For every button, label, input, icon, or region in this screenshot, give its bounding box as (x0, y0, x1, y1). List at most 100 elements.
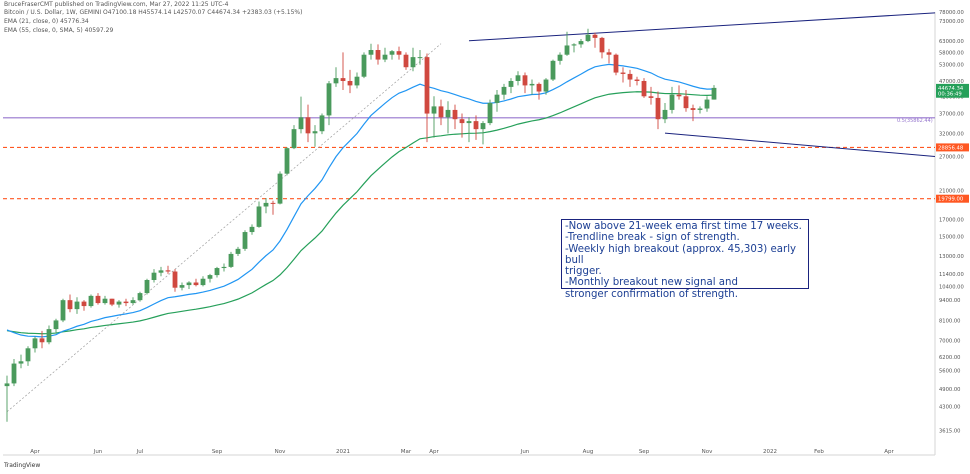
candle-body[interactable] (235, 248, 241, 254)
candle-body[interactable] (186, 282, 192, 286)
ema55-legend[interactable]: EMA (55, close, 0, SMA, 5) 40597.29 (4, 27, 114, 34)
candle-body[interactable] (53, 320, 59, 330)
candle-body[interactable] (501, 86, 507, 95)
candle-body[interactable] (606, 52, 612, 55)
candle-body[interactable] (312, 131, 318, 134)
candle-body[interactable] (543, 79, 549, 92)
candle-body[interactable] (11, 363, 17, 384)
candle-body[interactable] (536, 83, 542, 92)
tradingview-logo[interactable]: TradingView (4, 462, 40, 469)
candle-body[interactable] (620, 72, 626, 74)
candle-body[interactable] (46, 329, 52, 343)
candle-body[interactable] (200, 278, 206, 286)
candle-body[interactable] (67, 300, 73, 310)
candle-body[interactable] (109, 298, 115, 305)
candle-body[interactable] (256, 206, 262, 227)
price-badge[interactable] (936, 89, 969, 98)
candle-body[interactable] (473, 121, 479, 130)
candle-body[interactable] (354, 76, 360, 86)
candle-body[interactable] (179, 285, 185, 288)
candle-body[interactable] (95, 295, 101, 304)
candle-body[interactable] (641, 80, 647, 97)
candle-body[interactable] (431, 106, 437, 114)
candle-body[interactable] (599, 37, 605, 53)
candle-body[interactable] (424, 57, 430, 114)
upper-trendline[interactable] (468, 12, 936, 42)
candle-body[interactable] (445, 109, 451, 118)
candle-body[interactable] (382, 54, 388, 60)
candle-body[interactable] (613, 54, 619, 73)
candle-body[interactable] (32, 338, 38, 349)
candle-body[interactable] (277, 173, 283, 204)
ema21-legend[interactable]: EMA (21, close, 0) 45776.34 (4, 18, 89, 25)
candle-body[interactable] (326, 83, 332, 116)
candle-body[interactable] (522, 75, 528, 86)
candle-body[interactable] (368, 50, 374, 55)
candle-body[interactable] (291, 129, 297, 149)
candle-body[interactable] (571, 44, 577, 46)
candle-body[interactable] (144, 279, 150, 294)
candle-body[interactable] (704, 99, 710, 109)
candle-body[interactable] (466, 121, 472, 124)
candle-body[interactable] (228, 253, 234, 267)
candle-body[interactable] (123, 301, 129, 304)
dotted-trendline[interactable] (6, 43, 442, 412)
candle-body[interactable] (214, 268, 220, 276)
candle-body[interactable] (361, 54, 367, 77)
candle-body[interactable] (648, 96, 654, 98)
candle-body[interactable] (221, 266, 227, 269)
candle-body[interactable] (592, 34, 598, 38)
candle-body[interactable] (81, 301, 87, 307)
candle-body[interactable] (242, 232, 248, 249)
candle-body[interactable] (207, 275, 213, 279)
candle-body[interactable] (116, 301, 122, 305)
candle-body[interactable] (627, 73, 633, 80)
candle-body[interactable] (270, 202, 276, 204)
candle-body[interactable] (529, 83, 535, 86)
lower-trendline[interactable] (664, 132, 936, 157)
candle-body[interactable] (4, 383, 10, 387)
candle-body[interactable] (690, 108, 696, 110)
candle-body[interactable] (375, 50, 381, 60)
ema55-line[interactable] (6, 91, 715, 335)
candle-body[interactable] (305, 117, 311, 134)
candle-body[interactable] (550, 60, 556, 80)
candle-body[interactable] (158, 270, 164, 273)
candle-body[interactable] (417, 57, 423, 59)
annotation-box[interactable]: -Now above 21-week ema first time 17 wee… (561, 219, 809, 300)
candle-body[interactable] (18, 361, 24, 364)
candle-body[interactable] (60, 300, 66, 321)
candle-body[interactable] (669, 94, 675, 110)
candle-body[interactable] (438, 106, 444, 118)
price-badge[interactable] (936, 83, 969, 92)
candle-body[interactable] (389, 51, 395, 55)
candle-body[interactable] (410, 57, 416, 68)
candle-body[interactable] (452, 109, 458, 120)
candle-body[interactable] (557, 54, 563, 61)
candle-body[interactable] (494, 94, 500, 103)
candle-body[interactable] (249, 226, 255, 233)
candle-body[interactable] (74, 301, 80, 310)
candle-body[interactable] (396, 51, 402, 55)
candle-body[interactable] (634, 79, 640, 81)
candle-body[interactable] (459, 119, 465, 124)
candle-body[interactable] (662, 109, 668, 120)
candle-body[interactable] (319, 115, 325, 132)
candle-body[interactable] (333, 78, 339, 84)
candle-body[interactable] (88, 295, 94, 307)
candle-body[interactable] (347, 80, 353, 86)
candle-body[interactable] (683, 96, 689, 109)
candle-body[interactable] (151, 272, 157, 280)
candle-body[interactable] (697, 108, 703, 110)
candle-body[interactable] (172, 271, 178, 288)
candle-body[interactable] (165, 270, 171, 272)
candle-body[interactable] (137, 293, 143, 301)
candle-body[interactable] (102, 298, 108, 304)
candle-body[interactable] (578, 41, 584, 45)
ema21-line[interactable] (6, 63, 715, 338)
candle-body[interactable] (298, 117, 304, 130)
candle-body[interactable] (193, 282, 199, 286)
candle-body[interactable] (564, 45, 570, 55)
candle-body[interactable] (515, 75, 521, 81)
